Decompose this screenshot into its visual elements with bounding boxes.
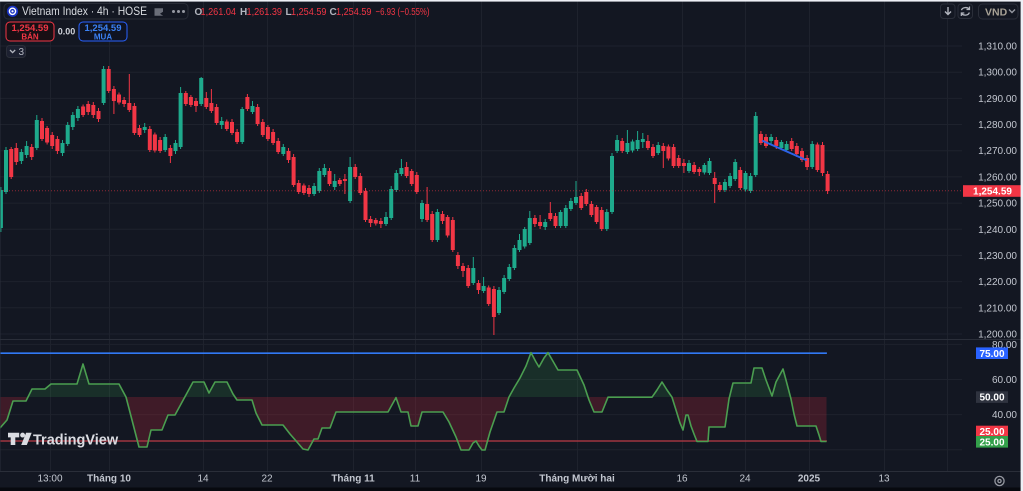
svg-text:1,260.00: 1,260.00 bbox=[978, 172, 1017, 183]
svg-text:25.00: 25.00 bbox=[979, 427, 1004, 438]
svg-text:1,240.00: 1,240.00 bbox=[978, 225, 1017, 236]
svg-text:75.00: 75.00 bbox=[979, 349, 1004, 360]
svg-text:3: 3 bbox=[19, 47, 25, 58]
svg-text:H: H bbox=[240, 7, 247, 18]
svg-text:1,280.00: 1,280.00 bbox=[978, 120, 1017, 131]
svg-text:1,254.59: 1,254.59 bbox=[973, 187, 1012, 198]
svg-text:19: 19 bbox=[475, 474, 487, 485]
svg-text:1,210.00: 1,210.00 bbox=[978, 303, 1017, 314]
svg-text:C: C bbox=[330, 7, 337, 18]
svg-text:1,220.00: 1,220.00 bbox=[978, 277, 1017, 288]
svg-text:BÁN: BÁN bbox=[21, 33, 39, 42]
svg-text:Tháng 11: Tháng 11 bbox=[331, 474, 375, 485]
svg-text:1,250.00: 1,250.00 bbox=[978, 199, 1017, 210]
svg-text:1,254.59: 1,254.59 bbox=[291, 7, 327, 18]
svg-text:14: 14 bbox=[197, 474, 209, 485]
svg-text:TradingView: TradingView bbox=[33, 432, 119, 448]
svg-text:Tháng 10: Tháng 10 bbox=[87, 474, 131, 485]
svg-text:1,254.59: 1,254.59 bbox=[336, 7, 372, 18]
svg-text:1,200.00: 1,200.00 bbox=[978, 330, 1017, 341]
svg-text:MUA: MUA bbox=[94, 33, 112, 42]
svg-text:80.00: 80.00 bbox=[992, 340, 1017, 351]
svg-text:13:00: 13:00 bbox=[37, 474, 62, 485]
svg-text:13: 13 bbox=[878, 474, 890, 485]
svg-text:50.00: 50.00 bbox=[979, 393, 1004, 404]
svg-text:0.00: 0.00 bbox=[58, 27, 76, 37]
svg-text:1,310.00: 1,310.00 bbox=[978, 42, 1017, 53]
svg-text:1,300.00: 1,300.00 bbox=[978, 68, 1017, 79]
svg-text:40.00: 40.00 bbox=[992, 410, 1017, 421]
svg-text:−6.93 (−0.55%): −6.93 (−0.55%) bbox=[376, 7, 430, 18]
svg-text:1,290.00: 1,290.00 bbox=[978, 94, 1017, 105]
svg-text:60.00: 60.00 bbox=[992, 375, 1017, 386]
svg-text:1,261.04: 1,261.04 bbox=[201, 7, 237, 18]
svg-text:L: L bbox=[286, 7, 292, 18]
svg-text:Tháng Mười hai: Tháng Mười hai bbox=[539, 474, 615, 485]
svg-text:1,270.00: 1,270.00 bbox=[978, 146, 1017, 157]
svg-text:2025: 2025 bbox=[798, 474, 821, 485]
svg-text:1,230.00: 1,230.00 bbox=[978, 251, 1017, 262]
svg-text:22: 22 bbox=[261, 474, 273, 485]
svg-text:1,261.39: 1,261.39 bbox=[247, 7, 283, 18]
svg-text:1,254.59: 1,254.59 bbox=[12, 23, 49, 34]
svg-text:VND: VND bbox=[985, 7, 1008, 19]
svg-text:1,254.59: 1,254.59 bbox=[85, 23, 122, 34]
svg-text:16: 16 bbox=[676, 474, 688, 485]
svg-text:Vietnam Index · 4h · HOSE: Vietnam Index · 4h · HOSE bbox=[22, 4, 147, 18]
svg-text:O: O bbox=[195, 7, 203, 18]
svg-text:25.00: 25.00 bbox=[979, 437, 1004, 448]
svg-text:24: 24 bbox=[739, 474, 751, 485]
svg-text:11: 11 bbox=[410, 474, 421, 485]
